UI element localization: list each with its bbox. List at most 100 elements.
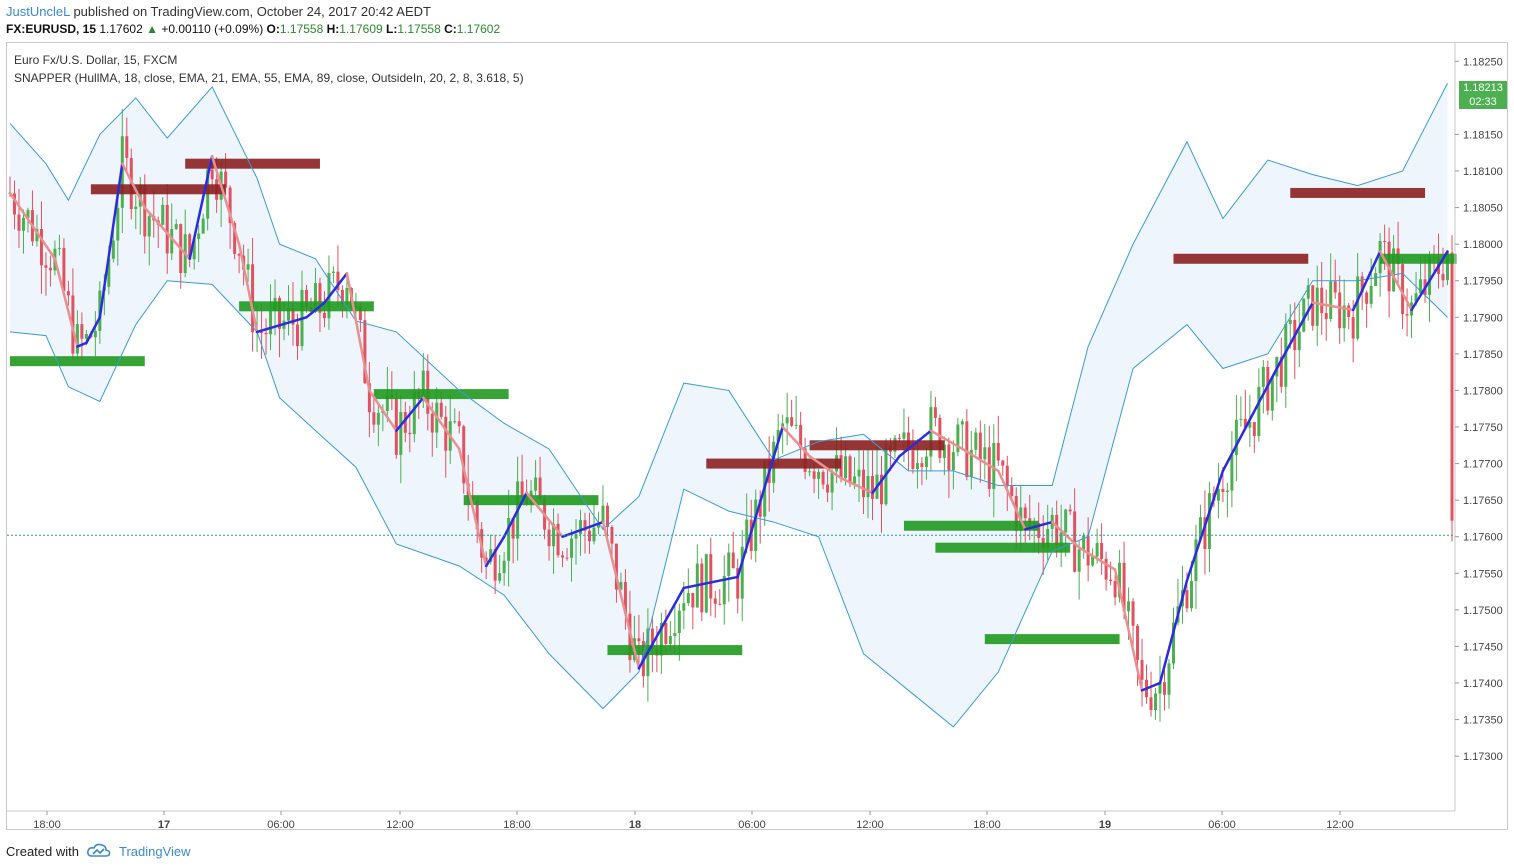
candle-body [731, 552, 735, 569]
x-tick-label: 06:00 [267, 819, 295, 831]
candle-body [322, 312, 326, 319]
price-change: +0.00110 (+0.09%) [161, 22, 264, 36]
hullma-segment [1158, 579, 1189, 685]
hullma-segment [345, 272, 371, 392]
candle-body [619, 582, 623, 590]
hullma-segment [961, 447, 1000, 473]
candle-body [192, 238, 196, 260]
chart-frame[interactable] [6, 42, 1508, 830]
candle-body [1167, 663, 1171, 695]
candle-body [1446, 252, 1450, 281]
candle-body [376, 412, 380, 425]
support-level [1380, 253, 1457, 264]
hullma-segment [1140, 681, 1162, 692]
candle-body [1329, 281, 1333, 320]
candle-body [565, 557, 569, 559]
candle-body [758, 499, 762, 517]
candle-body [857, 469, 861, 477]
candle-body [1306, 285, 1310, 299]
candle-body [879, 474, 883, 505]
candle-body [237, 253, 241, 256]
candle-body [947, 444, 951, 471]
candle-body [1113, 581, 1117, 598]
candle-body [1383, 240, 1387, 242]
bollinger-band-fill [10, 83, 1448, 727]
y-tick-label: 1.18100 [1463, 166, 1503, 178]
y-tick-label: 1.18000 [1463, 239, 1503, 251]
hullma-segment [839, 476, 874, 495]
candle-body [1369, 285, 1373, 304]
y-tick-label: 1.17850 [1463, 349, 1503, 361]
hullma-segment [1050, 520, 1081, 549]
candle-body [1320, 287, 1324, 314]
candle-body [1243, 418, 1247, 428]
candle-body [794, 424, 798, 426]
candle-body [776, 430, 780, 442]
candle-body [691, 593, 695, 608]
candle-body [26, 210, 30, 218]
candle-body [444, 416, 448, 451]
candle-body [462, 426, 466, 484]
candle-body [920, 463, 924, 468]
footer: Created with TradingView [6, 843, 191, 859]
hullma-segment [85, 316, 102, 345]
candle-body [210, 169, 214, 180]
candle-body [790, 417, 794, 426]
candle-body [552, 523, 556, 547]
hullma-segment [53, 257, 79, 348]
candle-body [722, 575, 726, 605]
candle-body [623, 582, 627, 614]
candle-body [21, 217, 25, 231]
candle-body [385, 394, 389, 412]
x-tick-label: 12:00 [856, 819, 884, 831]
candle-body [785, 417, 789, 424]
candle-body [161, 204, 165, 225]
candle-body [421, 370, 425, 399]
candle-body [924, 456, 928, 468]
tradingview-link[interactable]: TradingView [118, 843, 191, 859]
hullma-segment [997, 469, 1027, 531]
candle-body [538, 477, 542, 499]
candle-body [138, 184, 142, 207]
candle-body [224, 171, 228, 188]
candle-body [493, 549, 497, 581]
open-value: 1.17558 [279, 22, 324, 36]
candle-body [570, 538, 574, 558]
created-with-label: Created with [6, 843, 79, 859]
hullma-segment [1378, 250, 1413, 312]
candle-body [511, 517, 515, 539]
candle-body [1221, 488, 1225, 492]
candle-body [965, 421, 969, 477]
candle-body [17, 214, 21, 231]
candle-body [1428, 256, 1432, 295]
candle-body [408, 432, 412, 435]
candle-body [1059, 532, 1063, 546]
candle-body [484, 557, 488, 562]
candle-body [116, 207, 120, 241]
support-level [239, 301, 374, 312]
y-tick-label: 1.17550 [1463, 568, 1503, 580]
candle-body [983, 447, 987, 460]
candle-body [561, 555, 565, 558]
candle-body [736, 568, 740, 599]
candle-body [812, 471, 816, 479]
candle-body [1450, 252, 1454, 521]
y-tick-label: 1.17400 [1463, 678, 1503, 690]
candle-body [745, 519, 749, 547]
high-value: 1.17609 [339, 22, 383, 36]
candle-body [1284, 324, 1288, 387]
candle-body [897, 437, 901, 439]
hullma-segment [255, 316, 308, 334]
candle-body [547, 529, 551, 547]
candle-body [583, 520, 587, 531]
candle-body [197, 233, 201, 239]
hullma-segment [484, 535, 506, 568]
x-tick-label: 12:00 [1326, 819, 1354, 831]
author-link[interactable]: JustUncleL [6, 4, 70, 19]
resistance-level [1173, 253, 1309, 264]
candle-body [489, 549, 493, 562]
bar-timer-badge: 02:33 [1459, 95, 1507, 110]
candle-body [430, 413, 434, 433]
candle-body [403, 412, 407, 433]
